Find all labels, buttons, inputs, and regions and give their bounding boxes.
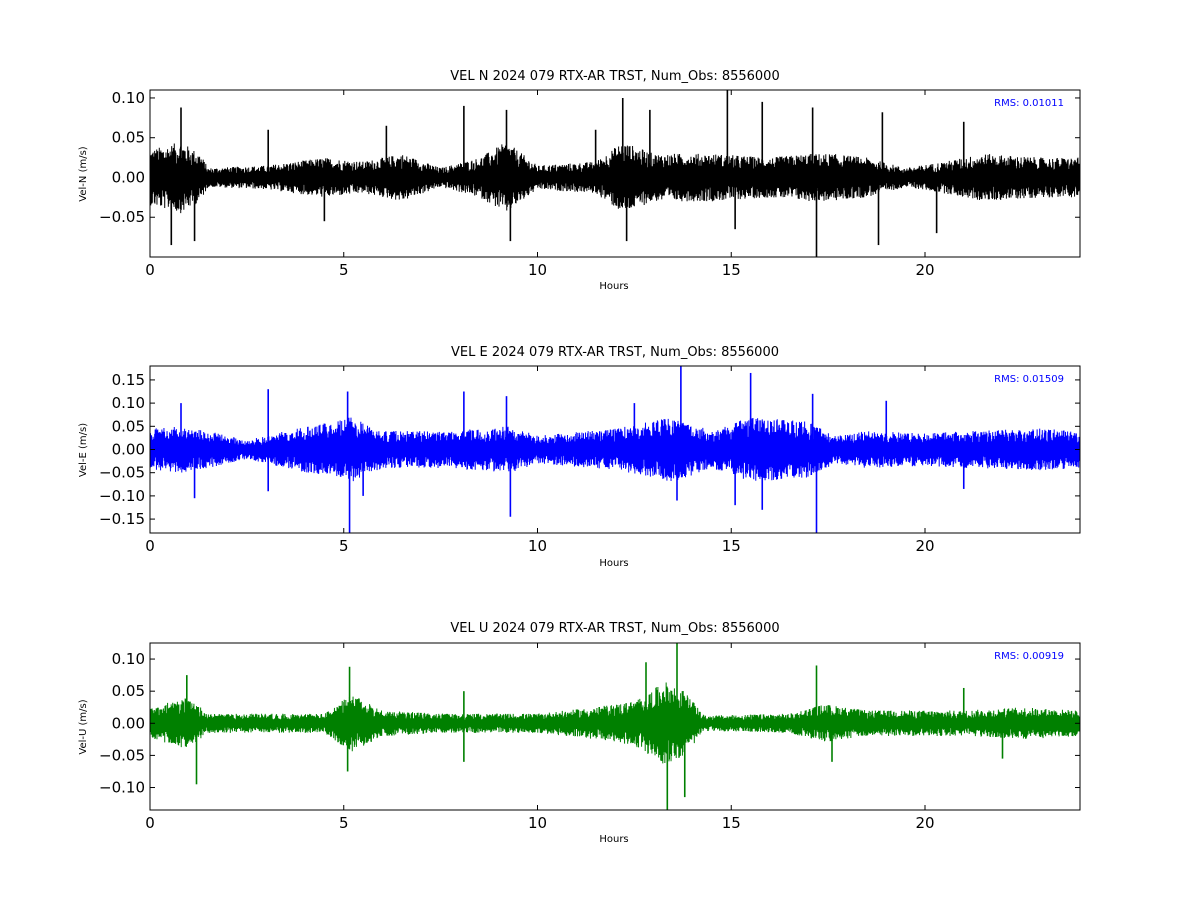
chart-title: VEL U 2024 079 RTX-AR TRST, Num_Obs: 855…	[450, 621, 779, 636]
y-tick-label: 0.05	[112, 129, 145, 147]
x-ticks: 0 5 10 15 20	[145, 366, 935, 555]
x-tick-label: 0	[145, 814, 155, 832]
subplot-vel-n: VEL N 2024 079 RTX-AR TRST, Num_Obs: 855…	[78, 69, 1081, 292]
x-tick-label: 20	[915, 814, 934, 832]
y-tick-label: 0.10	[112, 89, 145, 107]
x-tick-label: 5	[339, 537, 349, 555]
series-trace-group	[150, 90, 1080, 257]
rms-label: RMS: 0.01509	[994, 374, 1064, 385]
series-trace	[150, 682, 1080, 764]
y-tick-label: 0.00	[112, 168, 145, 186]
rms-label: RMS: 0.01011	[994, 98, 1064, 109]
series-trace	[150, 143, 1080, 214]
x-ticks: 0 5 10 15 20	[145, 643, 935, 832]
y-axis-label: Vel-U (m/s)	[78, 699, 89, 754]
x-ticks: 0 5 10 15 20	[145, 90, 935, 279]
x-tick-label: 5	[339, 814, 349, 832]
y-ticks: −0.10 −0.05 0.00 0.05 0.10	[99, 650, 1080, 797]
y-axis-label: Vel-E (m/s)	[78, 423, 89, 477]
y-ticks: −0.15 −0.10 −0.05 0.00 0.05 0.10 0.15	[99, 371, 1080, 528]
y-tick-label: −0.10	[99, 487, 145, 505]
x-tick-label: 0	[145, 537, 155, 555]
x-axis-label: Hours	[599, 834, 628, 845]
y-tick-label: 0.15	[112, 371, 145, 389]
y-tick-label: 0.00	[112, 441, 145, 459]
series-trace-group	[150, 366, 1080, 533]
x-axis-label: Hours	[599, 281, 628, 292]
axes-frame	[149, 89, 1081, 258]
axes-frame	[149, 642, 1081, 811]
chart-title: VEL N 2024 079 RTX-AR TRST, Num_Obs: 855…	[450, 69, 779, 84]
series-trace	[150, 417, 1080, 482]
y-tick-label: 0.00	[112, 714, 145, 732]
y-tick-label: −0.05	[99, 746, 145, 764]
y-tick-label: −0.15	[99, 510, 145, 528]
y-axis-label: Vel-N (m/s)	[78, 146, 89, 201]
y-tick-label: 0.10	[112, 650, 145, 668]
y-tick-label: 0.05	[112, 417, 145, 435]
rms-label: RMS: 0.00919	[994, 651, 1064, 662]
y-tick-label: −0.05	[99, 208, 145, 226]
x-tick-label: 5	[339, 261, 349, 279]
x-tick-label: 15	[722, 261, 741, 279]
x-axis-label: Hours	[599, 558, 628, 569]
chart-title: VEL E 2024 079 RTX-AR TRST, Num_Obs: 855…	[451, 345, 779, 360]
y-tick-label: −0.05	[99, 464, 145, 482]
x-tick-label: 10	[528, 814, 547, 832]
x-tick-label: 10	[528, 261, 547, 279]
x-tick-label: 15	[722, 537, 741, 555]
y-tick-label: −0.10	[99, 779, 145, 797]
y-tick-label: 0.05	[112, 682, 145, 700]
x-tick-label: 20	[915, 261, 934, 279]
x-tick-label: 15	[722, 814, 741, 832]
series-trace-group	[150, 643, 1080, 810]
y-tick-label: 0.10	[112, 394, 145, 412]
x-tick-label: 0	[145, 261, 155, 279]
x-tick-label: 10	[528, 537, 547, 555]
y-ticks: −0.05 0.00 0.05 0.10	[99, 89, 1080, 226]
subplot-vel-e: VEL E 2024 079 RTX-AR TRST, Num_Obs: 855…	[78, 345, 1081, 569]
x-tick-label: 20	[915, 537, 934, 555]
subplot-vel-u: VEL U 2024 079 RTX-AR TRST, Num_Obs: 855…	[78, 621, 1081, 845]
